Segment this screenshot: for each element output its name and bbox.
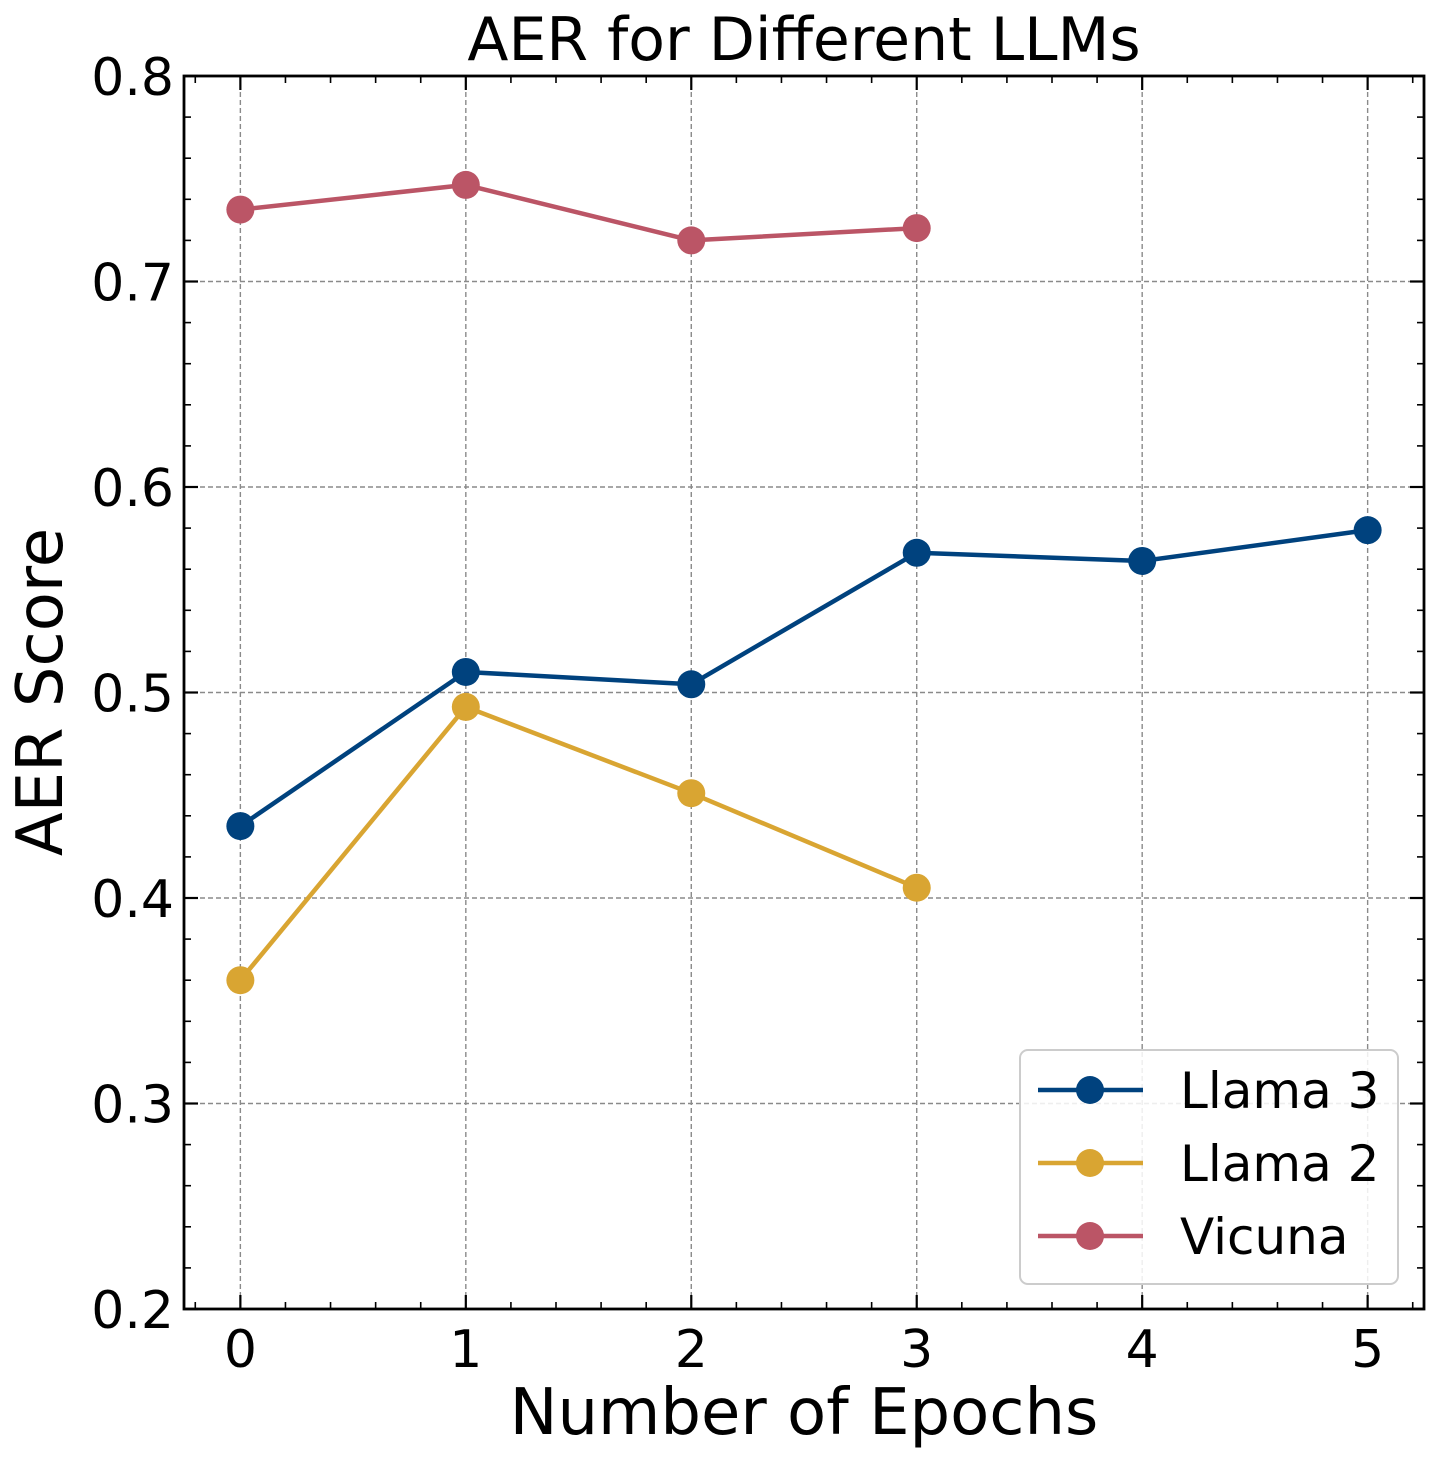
- series-1: [226, 692, 931, 995]
- legend-label-0: Llama 3: [1180, 1062, 1379, 1120]
- y-tick-label-1: 0.3: [91, 1076, 174, 1136]
- series-0-point-1: [451, 657, 480, 686]
- series-0-point-2: [677, 670, 706, 699]
- x-tick-label-0: 0: [224, 1320, 257, 1380]
- y-tick-label-0: 0.2: [91, 1281, 174, 1341]
- x-tick-label-5: 5: [1351, 1320, 1384, 1380]
- series-2-point-1: [451, 170, 480, 199]
- series-2: [226, 170, 931, 255]
- series-2-point-2: [677, 226, 706, 255]
- legend-label-1: Llama 2: [1180, 1135, 1379, 1193]
- y-tick-label-6: 0.8: [91, 48, 174, 108]
- series-line-1: [238, 704, 918, 982]
- series-2-point-0: [226, 195, 255, 224]
- series-line-2: [240, 182, 917, 243]
- legend-marker-2: [1076, 1222, 1104, 1250]
- x-tick-label-2: 2: [675, 1320, 708, 1380]
- series-0: [226, 516, 1382, 841]
- series-line-0: [239, 527, 1368, 828]
- series-2-point-3: [902, 214, 931, 243]
- series-0-point-0: [226, 812, 255, 841]
- legend: Llama 3 Llama 2 Vicuna: [1019, 1049, 1399, 1285]
- series-1-point-1: [451, 692, 480, 721]
- series-0-point-3: [902, 538, 931, 567]
- y-tick-label-3: 0.5: [91, 665, 174, 725]
- series-1-point-2: [677, 779, 706, 808]
- x-axis-title: Number of Epochs: [510, 1376, 1099, 1450]
- series-0-point-4: [1128, 546, 1157, 575]
- legend-marker-1: [1076, 1149, 1104, 1177]
- legend-marker-0: [1076, 1076, 1104, 1104]
- plot-frame: [182, 74, 1426, 1311]
- chart-title: AER for Different LLMs: [467, 5, 1140, 75]
- legend-box: [1019, 1049, 1399, 1285]
- y-tick-label-5: 0.7: [91, 254, 174, 314]
- data-series: [226, 170, 1382, 995]
- legend-label-2: Vicuna: [1180, 1208, 1349, 1266]
- y-tick-label-4: 0.6: [91, 459, 174, 519]
- x-tick-label-4: 4: [1126, 1320, 1159, 1380]
- tick-labels: 0 1 2 3 4 5 0.2 0.3 0.4 0.5 0.6 0.7 0.8: [91, 48, 1384, 1380]
- series-1-point-0: [226, 966, 255, 995]
- series-1-point-3: [902, 873, 931, 902]
- y-axis-title: AER Score: [4, 528, 78, 856]
- x-tick-label-1: 1: [449, 1320, 482, 1380]
- series-0-point-5: [1353, 516, 1382, 545]
- x-tick-label-3: 3: [900, 1320, 933, 1380]
- y-tick-label-2: 0.4: [91, 870, 174, 930]
